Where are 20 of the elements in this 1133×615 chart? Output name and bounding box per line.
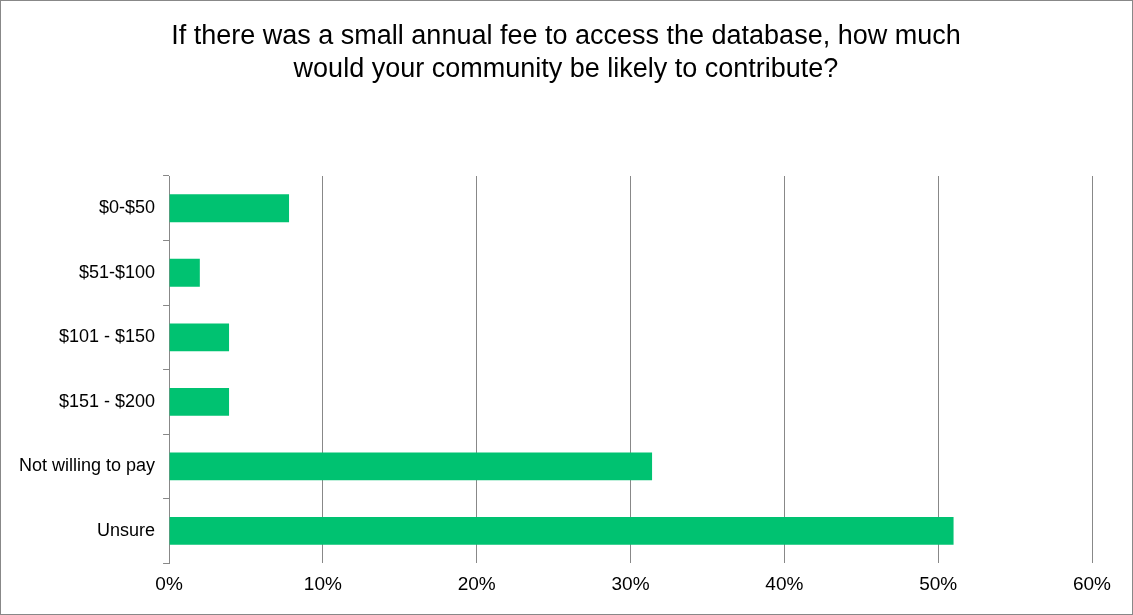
bar bbox=[169, 452, 653, 481]
y-tick-label: $101 - $150 bbox=[58, 326, 156, 347]
y-tick-label: $51-$100 bbox=[78, 261, 156, 282]
y-tick-label: $0-$50 bbox=[99, 197, 156, 218]
x-tick-label: 10% bbox=[303, 572, 342, 594]
bar bbox=[169, 194, 290, 223]
x-tick-label: 40% bbox=[765, 572, 804, 594]
y-tick-label: Unsure bbox=[97, 519, 156, 540]
chart-title: If there was a small annual fee to access the database, how much would your community be likely to contribute? bbox=[170, 19, 962, 85]
x-tick-label: 50% bbox=[919, 572, 958, 594]
x-tick-label: 60% bbox=[1072, 572, 1112, 594]
x-tick-label: 20% bbox=[457, 572, 496, 594]
x-tick-label: 30% bbox=[611, 572, 650, 594]
bar bbox=[169, 258, 200, 287]
bar bbox=[169, 516, 954, 545]
bar bbox=[169, 387, 230, 416]
y-tick-label: $151 - $200 bbox=[58, 390, 156, 411]
bar bbox=[169, 323, 230, 352]
y-tick-label: Not willing to pay bbox=[18, 455, 156, 476]
x-tick-label: 0% bbox=[155, 572, 183, 594]
